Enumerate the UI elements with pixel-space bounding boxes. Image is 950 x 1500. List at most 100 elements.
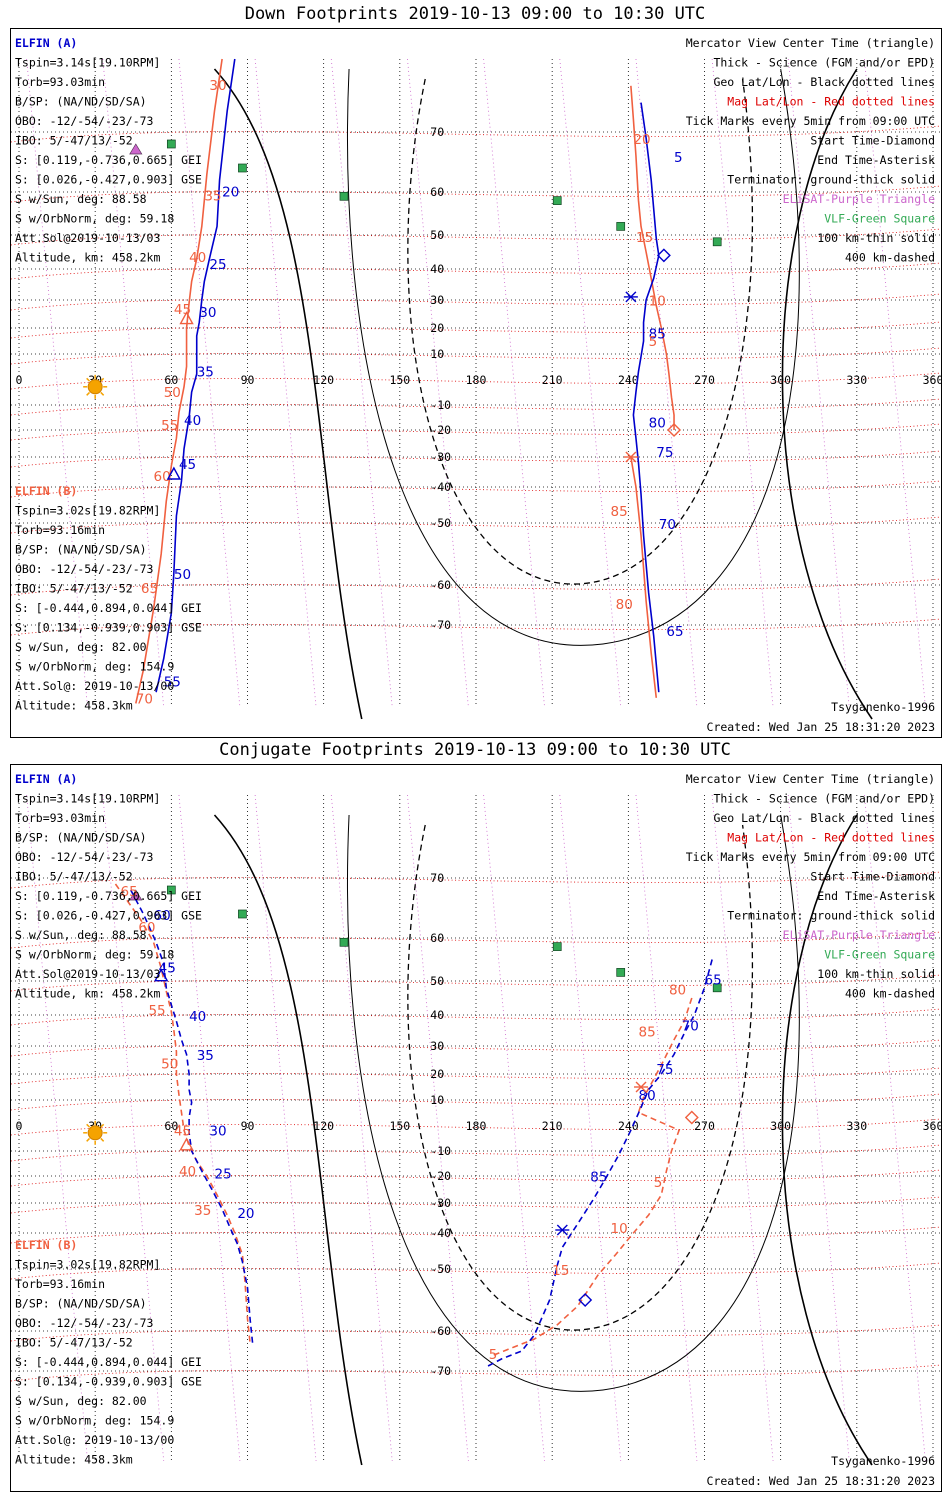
- mag-meridian: [254, 794, 317, 1462]
- lat-tick-label: 20: [430, 1067, 444, 1081]
- elfin-a-tick-label: 80: [649, 416, 666, 432]
- elfin-a-info-line: B/SP: (NA/ND/SD/SA): [15, 95, 147, 109]
- elfin-b-info-line: OBO: -12/-54/-23/-73: [15, 1316, 154, 1330]
- legend-entry: Tick Marks every 5min from 09:00 UTC: [686, 114, 935, 128]
- lon-tick-label: 60: [164, 1119, 178, 1133]
- elfin-b-info-line: Altitude: 458.3km: [15, 699, 133, 713]
- legend-entry: Start Time-Diamond: [810, 134, 935, 148]
- lon-tick-label: 270: [694, 1119, 715, 1133]
- elfin-b-tick-label: 85: [638, 1025, 655, 1041]
- elfin-b-track-east: [493, 997, 693, 1356]
- legend-entry: Thick - Science (FGM and/or EPD): [713, 56, 935, 70]
- elfin-a-end-asterisk: [555, 1224, 570, 1236]
- legend-entry: Mercator View Center Time (triangle): [686, 772, 935, 786]
- lat-tick-label: -20: [430, 423, 451, 437]
- lat-tick-label: -30: [430, 1196, 451, 1210]
- lon-tick-label: 180: [466, 373, 487, 387]
- elfin-b-info-line: B/SP: (NA/ND/SD/SA): [15, 1297, 147, 1311]
- lat-tick-label: 30: [430, 293, 444, 307]
- lat-tick-label: 30: [430, 1039, 444, 1053]
- elfin-a-info-line: Att.Sol@2019-10-13/03: [15, 231, 160, 245]
- vlf-site-square: [712, 983, 722, 993]
- elfin-a-tick-label: 55: [164, 675, 181, 691]
- elfin-a-track-east: [632, 102, 660, 693]
- elfin-a-info-line: B/SP: (NA/ND/SD/SA): [15, 831, 147, 845]
- elfin-a-title: ELFIN (A): [15, 36, 77, 50]
- elfin-b-tick-label: 35: [204, 189, 221, 205]
- terminator-west: [213, 68, 363, 720]
- elfin-b-track-east-lower: [630, 456, 658, 698]
- oval-400km: [407, 824, 753, 1331]
- elfin-a-center-triangle: [153, 968, 169, 982]
- lon-tick-label: 210: [542, 1119, 563, 1133]
- elfin-b-tick-label: 55: [148, 1003, 165, 1019]
- elfin-b-info-line: S: [0.134,-0.939,0.903] GSE: [15, 621, 202, 635]
- elfin-b-title: ELFIN (B): [15, 484, 77, 498]
- lat-tick-label: -70: [430, 1364, 451, 1378]
- elfin-a-tick-label: 60: [154, 908, 171, 924]
- legend-entry: Mag Lat/Lon - Red dotted lines: [727, 831, 935, 845]
- elfin-a-info-line: S: [0.026,-0.427,0.903] GSE: [15, 173, 202, 187]
- elfin-b-tick-label: 50: [161, 1056, 178, 1072]
- elfin-a-title: ELFIN (A): [15, 772, 77, 786]
- lon-tick-label: 210: [542, 373, 563, 387]
- elfin-a-end-asterisk: [623, 291, 638, 303]
- elfin-b-info-line: S w/Sun, deg: 82.00: [15, 1394, 147, 1408]
- elfin-b-tick-label: 5: [649, 334, 658, 350]
- terminator: [213, 814, 873, 1466]
- lon-tick-label: 330: [846, 1119, 867, 1133]
- lon-tick-label: 60: [164, 373, 178, 387]
- geo-grid: [11, 59, 941, 707]
- sun-icon: [83, 1120, 108, 1145]
- legend-entry: VLF-Green Square: [824, 212, 935, 226]
- elfin-b-tick-label: 10: [611, 1221, 628, 1237]
- elfin-b-start-diamond: [667, 423, 682, 437]
- vlf-site-square: [712, 237, 722, 247]
- vlf-site-square: [616, 222, 626, 231]
- lat-tick-label: 70: [430, 125, 444, 139]
- elfin-b-info-line: S: [-0.444,0.894,0.044] GEI: [15, 601, 202, 615]
- elfin-b-tick-label: 30: [209, 78, 226, 94]
- elfin-a-track-east: [485, 959, 713, 1368]
- elfin-a-tick-label: 25: [209, 257, 226, 273]
- lat-tick-label: 10: [430, 1093, 444, 1107]
- elfin-a-info-line: S: [0.026,-0.427,0.903] GSE: [15, 909, 202, 923]
- lat-tick-label: 60: [430, 931, 444, 945]
- elfin-b-title: ELFIN (B): [15, 1238, 77, 1252]
- sun-ray: [86, 391, 91, 396]
- sun-ray: [100, 391, 105, 396]
- down-footprints-map: 0306090120150180210240270300330360706050…: [10, 28, 942, 738]
- elfin-a-info-line: IBO: 5/-47/13/-52: [15, 870, 133, 884]
- model-label: Tsyganenko-1996: [831, 700, 935, 714]
- terminator-east: [781, 68, 873, 720]
- lat-tick-label: 60: [430, 185, 444, 199]
- model-label: Tsyganenko-1996: [831, 1454, 935, 1468]
- lon-tick-label: 120: [313, 1119, 334, 1133]
- elfin-b-end-asterisk: [623, 451, 638, 463]
- lat-tick-label: 20: [430, 321, 444, 335]
- legend-entry: 100 km-thin solid: [817, 231, 935, 245]
- lat-tick-label: -50: [430, 516, 451, 530]
- vlf-site-square: [238, 909, 247, 919]
- created-label: Created: Wed Jan 25 18:31:20 2023: [707, 1474, 936, 1488]
- elfin-b-tick-label: 85: [611, 504, 628, 520]
- elfin-a-tick-label: 30: [209, 1123, 226, 1139]
- sun-ray: [100, 1137, 105, 1142]
- lon-tick-label: 300: [770, 373, 791, 387]
- elfin-b-info-line: Att.Sol@: 2019-10-13/00: [15, 679, 174, 693]
- sun-ray: [100, 377, 105, 382]
- lon-tick-label: 90: [241, 1119, 255, 1133]
- elfin-a-info-line: S w/Sun, deg: 88.58: [15, 928, 147, 942]
- map-svg: 0306090120150180210240270300330360706050…: [11, 772, 941, 1488]
- legend-entry: 400 km-dashed: [845, 251, 935, 265]
- elfin-b-tick-label: 5: [654, 1175, 663, 1191]
- vlf-site-square: [166, 885, 176, 895]
- elfin-b-tick-label: 20: [633, 132, 650, 148]
- lon-tick-label: 300: [770, 1119, 791, 1133]
- elfin-a-tick-label: 25: [214, 1167, 231, 1183]
- legend-entry: Mercator View Center Time (triangle): [686, 36, 935, 50]
- lon-tick-label: 0: [16, 1119, 23, 1133]
- legend-entry: Thick - Science (FGM and/or EPD): [713, 792, 935, 806]
- lat-tick-label: 40: [430, 1008, 444, 1022]
- elfin-a-info-line: Tspin=3.14s[19.10RPM]: [15, 56, 160, 70]
